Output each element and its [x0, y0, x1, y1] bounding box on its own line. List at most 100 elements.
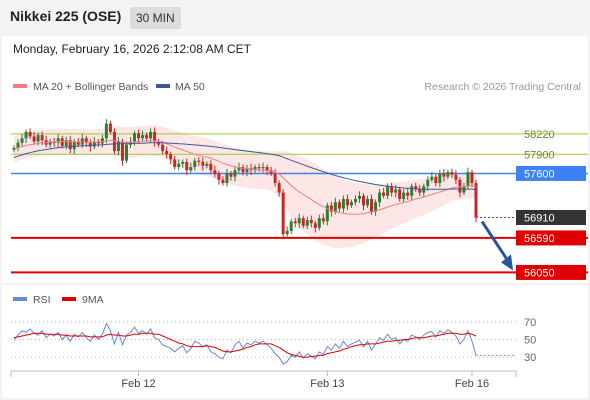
- candle-body: [213, 170, 217, 174]
- candle-body: [353, 198, 357, 203]
- candle-body: [333, 202, 337, 212]
- candle-body: [337, 202, 341, 209]
- candle-body: [418, 189, 422, 193]
- projection-arrow-head: [501, 254, 513, 271]
- candle-body: [72, 141, 76, 150]
- candle-body: [398, 189, 402, 199]
- candle-body: [217, 173, 221, 180]
- candle-body: [390, 186, 394, 193]
- candle-body: [193, 160, 197, 168]
- candle-body: [76, 141, 80, 145]
- candle-body: [32, 136, 36, 142]
- level-label-bg-56050: [516, 264, 586, 280]
- candle-body: [221, 179, 225, 184]
- level-label-58220: 58220: [524, 129, 555, 141]
- ma50-legend-swatch: [156, 84, 170, 88]
- candle-body: [394, 189, 398, 193]
- candle-body: [474, 183, 478, 218]
- candle-body: [406, 192, 410, 196]
- level-label-bg-56910: [516, 210, 586, 226]
- candle-body: [120, 141, 124, 161]
- candle-body: [205, 163, 209, 166]
- candle-body: [84, 138, 88, 143]
- candle-body: [309, 220, 313, 224]
- candle-body: [426, 179, 430, 187]
- rsi-level-label-30: 30: [524, 352, 536, 364]
- x-tick-label: Feb 13: [310, 378, 344, 390]
- candle-body: [442, 173, 446, 177]
- candle-body: [245, 168, 249, 173]
- candle-body: [20, 138, 24, 143]
- level-label-57900: 57900: [524, 149, 555, 161]
- candle-body: [289, 221, 293, 231]
- candle-body: [104, 123, 108, 139]
- candle-body: [329, 205, 333, 212]
- instrument-title: Nikkei 225 (OSE): [10, 8, 122, 24]
- rsi-legend-swatch: [13, 297, 27, 301]
- candle-body: [265, 167, 269, 171]
- candle-body: [189, 167, 193, 171]
- candle-body: [225, 173, 229, 184]
- ma50-legend-label: MA 50: [175, 81, 205, 93]
- candle-body: [386, 186, 390, 196]
- candle-body: [414, 186, 418, 190]
- candle-body: [64, 140, 68, 146]
- rsi-legend-label: RSI: [33, 294, 51, 306]
- candle-body: [293, 221, 297, 224]
- ma20-line: [13, 139, 477, 215]
- bollinger-band: [14, 125, 476, 249]
- candle-body: [197, 160, 201, 162]
- candle-body: [137, 133, 141, 139]
- candle-body: [402, 192, 406, 199]
- level-label-56590: 56590: [524, 233, 555, 245]
- candle-body: [325, 205, 329, 222]
- candle-body: [24, 131, 28, 139]
- candle-body: [470, 172, 474, 184]
- candle-body: [313, 223, 317, 228]
- candle-body: [349, 202, 353, 206]
- rsi-panel: 70 50 30: [11, 317, 536, 365]
- candle-body: [241, 167, 245, 173]
- candle-body: [374, 202, 378, 212]
- projection-arrow-shaft: [480, 220, 511, 264]
- candle-body: [201, 161, 205, 166]
- candle-body: [273, 173, 277, 184]
- candle-body: [56, 138, 60, 143]
- candle-body: [261, 167, 265, 169]
- rsi-line: [13, 322, 477, 365]
- candle-body: [173, 159, 177, 168]
- ma9-legend-label: 9MA: [82, 294, 104, 306]
- candle-body: [60, 138, 64, 146]
- x-tick-label: Feb 12: [121, 378, 155, 390]
- level-label-bg-57600: [516, 165, 586, 181]
- candle-body: [458, 179, 462, 193]
- candle-body: [446, 172, 450, 177]
- candle-body: [185, 161, 189, 171]
- level-label-bg-56590: [516, 230, 586, 246]
- level-label-57600: 57600: [524, 168, 555, 180]
- candle-body: [317, 218, 321, 228]
- ma9-legend-swatch: [62, 297, 76, 301]
- ma20-legend-label: MA 20 + Bollinger Bands: [33, 81, 148, 93]
- candle-body: [28, 131, 32, 137]
- candle-body: [366, 198, 370, 206]
- x-tick-label: Feb 16: [455, 378, 489, 390]
- candle-body: [108, 123, 112, 132]
- interval-badge[interactable]: 30 MIN: [130, 7, 181, 29]
- candle-body: [149, 131, 153, 139]
- candle-body: [233, 170, 237, 177]
- x-axis: Feb 12 Feb 13 Feb 16: [10, 370, 517, 390]
- candle-body: [362, 195, 366, 206]
- ma50-line: [13, 142, 477, 191]
- candle-body: [269, 170, 273, 174]
- candle-body: [297, 218, 301, 224]
- candle-body: [382, 192, 386, 196]
- candle-body: [68, 140, 72, 150]
- candle-body: [466, 172, 470, 187]
- candle-body: [145, 135, 149, 139]
- price-panel: 58220 57900 57600 56910 56590 56050: [11, 119, 588, 280]
- candle-body: [181, 161, 185, 164]
- candle-body: [301, 218, 305, 226]
- candle-body: [100, 138, 104, 144]
